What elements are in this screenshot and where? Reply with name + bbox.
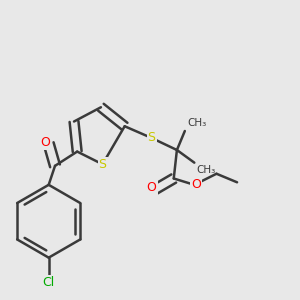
Text: CH₃: CH₃ (197, 165, 216, 175)
Text: O: O (147, 182, 157, 194)
Text: CH₃: CH₃ (188, 118, 207, 128)
Text: O: O (191, 178, 201, 191)
Text: O: O (40, 136, 50, 148)
Text: S: S (148, 131, 156, 145)
Text: S: S (98, 158, 106, 171)
Text: Cl: Cl (43, 275, 55, 289)
